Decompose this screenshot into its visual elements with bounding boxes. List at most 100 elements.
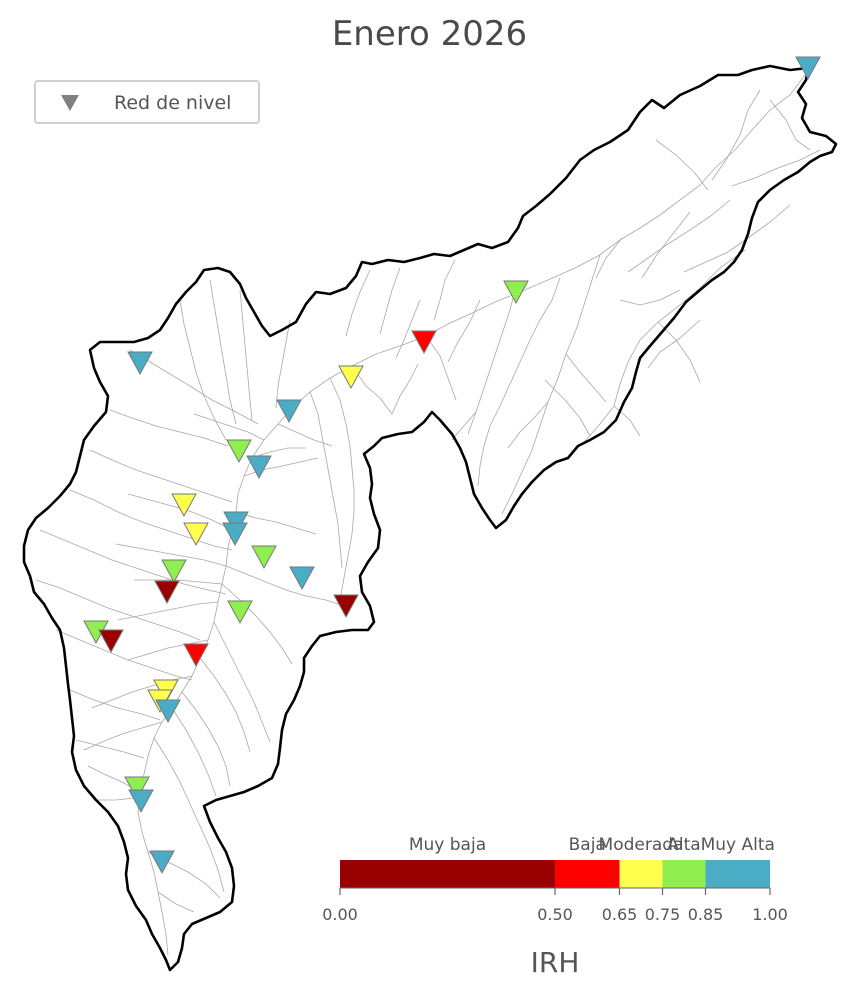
river-line xyxy=(433,259,456,321)
river-line xyxy=(35,579,201,641)
colorbar-tick-label: 0.65 xyxy=(602,905,638,924)
river-line xyxy=(69,689,161,721)
colorbar-category-label: Muy Alta xyxy=(701,835,775,855)
river-line xyxy=(193,413,265,441)
colorbar-category-label: Alta xyxy=(667,835,700,855)
colorbar-segment xyxy=(662,860,706,888)
station-marker xyxy=(227,600,253,625)
colorbar-title: IRH xyxy=(531,946,580,979)
river-line xyxy=(55,629,193,681)
station-marker xyxy=(276,399,302,424)
river-line xyxy=(127,639,209,661)
river-line xyxy=(221,583,293,665)
river-line xyxy=(351,365,393,415)
river-line xyxy=(277,423,333,447)
river-line xyxy=(641,211,691,279)
colorbar-tick-label: 0.50 xyxy=(537,905,573,924)
station-marker xyxy=(183,643,209,668)
station-marker xyxy=(333,594,359,619)
colorbar-segment xyxy=(619,860,663,888)
river-line xyxy=(565,353,607,403)
colorbar-tick-label: 0.75 xyxy=(645,905,681,924)
river-line xyxy=(39,529,227,595)
river-line xyxy=(711,89,761,181)
river-line xyxy=(225,565,345,607)
colorbar-segment xyxy=(705,860,770,888)
river-line xyxy=(171,707,217,797)
river-line xyxy=(251,447,306,459)
river-line xyxy=(391,363,419,415)
river-line xyxy=(683,204,791,273)
river-line xyxy=(134,579,223,585)
river-line xyxy=(129,349,259,425)
river-line xyxy=(239,289,253,421)
station-marker xyxy=(171,493,197,518)
river-line xyxy=(425,335,457,401)
station-marker xyxy=(251,545,277,570)
down-triangle-icon xyxy=(61,95,79,111)
river-line xyxy=(329,377,355,601)
river-line xyxy=(109,409,229,447)
river-line xyxy=(613,405,641,437)
station-marker xyxy=(411,330,437,355)
river-line xyxy=(213,621,271,743)
river-line xyxy=(275,319,291,409)
river-line xyxy=(235,511,317,535)
basin-boundary xyxy=(22,64,838,972)
river-line xyxy=(595,237,623,279)
colorbar-tick-label: 1.00 xyxy=(752,905,788,924)
station-marker xyxy=(124,776,150,801)
station-marker xyxy=(338,365,364,390)
station-marker xyxy=(154,580,180,605)
river-line xyxy=(544,379,591,437)
station-marker xyxy=(128,789,154,814)
river-line xyxy=(153,737,225,893)
station-marker xyxy=(98,629,124,654)
river-line xyxy=(179,299,227,441)
river-line xyxy=(69,489,233,551)
river-line xyxy=(655,139,709,191)
river-line xyxy=(657,321,701,383)
station-marker xyxy=(246,455,272,480)
station-markers xyxy=(83,56,821,875)
river-line xyxy=(499,277,561,407)
station-marker xyxy=(503,280,529,305)
colorbar-category-label: Moderada xyxy=(599,835,684,855)
station-marker xyxy=(161,559,187,584)
river-line xyxy=(627,199,731,273)
station-marker xyxy=(127,351,153,376)
map-title: Enero 2026 xyxy=(331,14,528,54)
station-marker xyxy=(183,522,209,547)
colorbar-category-label: Baja xyxy=(569,835,606,855)
river-line xyxy=(117,601,219,621)
station-marker xyxy=(226,439,252,464)
river-network xyxy=(35,74,821,956)
river-line xyxy=(83,721,163,751)
colorbar-segment xyxy=(555,860,620,888)
river-line xyxy=(501,254,601,515)
river-line xyxy=(731,149,821,187)
river-line xyxy=(96,797,135,801)
river-line xyxy=(451,411,477,441)
station-marker xyxy=(155,699,181,724)
river-line xyxy=(89,449,233,503)
river-line xyxy=(181,691,231,787)
river-line xyxy=(507,401,549,449)
river-line xyxy=(379,267,401,335)
station-marker xyxy=(149,850,175,875)
colorbar-category-label: Muy baja xyxy=(409,835,486,855)
river-line xyxy=(345,269,371,337)
station-marker xyxy=(795,56,821,81)
map-legend: Red de nivel xyxy=(34,80,260,124)
river-line xyxy=(115,543,227,567)
river-line xyxy=(599,249,746,425)
river-line xyxy=(91,675,193,709)
river-line xyxy=(199,657,251,753)
colorbar-tick-label: 0.00 xyxy=(322,905,358,924)
river-line xyxy=(309,391,343,569)
river-line xyxy=(769,99,811,151)
river-line xyxy=(477,405,501,487)
river-line xyxy=(209,279,237,425)
legend-label: Red de nivel xyxy=(114,92,232,114)
